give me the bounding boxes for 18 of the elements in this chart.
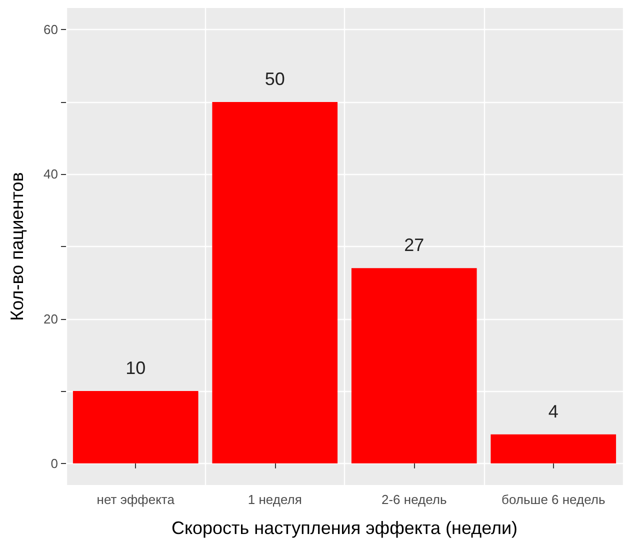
x-tick-label: нет эффекта xyxy=(96,492,176,507)
y-tick-label: 0 xyxy=(50,456,58,471)
x-axis-title: Скорость наступления эффекта (недели) xyxy=(171,518,518,538)
bar xyxy=(212,102,338,464)
bar xyxy=(351,268,477,464)
y-tick-label: 40 xyxy=(44,166,58,182)
y-tick-label: 60 xyxy=(44,22,58,38)
x-tick-label: 1 неделя xyxy=(248,492,302,507)
data-label: 50 xyxy=(264,68,285,89)
bar xyxy=(72,391,198,464)
bar xyxy=(490,434,616,464)
x-tick-label: больше 6 недель xyxy=(502,492,606,507)
data-label: 4 xyxy=(548,401,558,422)
x-tick-label: 2-6 недель xyxy=(381,492,447,507)
data-label: 10 xyxy=(126,358,146,378)
y-axis-title: Кол-во пациентов xyxy=(7,172,27,321)
y-tick-label: 20 xyxy=(44,311,58,326)
data-label: 27 xyxy=(404,235,424,256)
